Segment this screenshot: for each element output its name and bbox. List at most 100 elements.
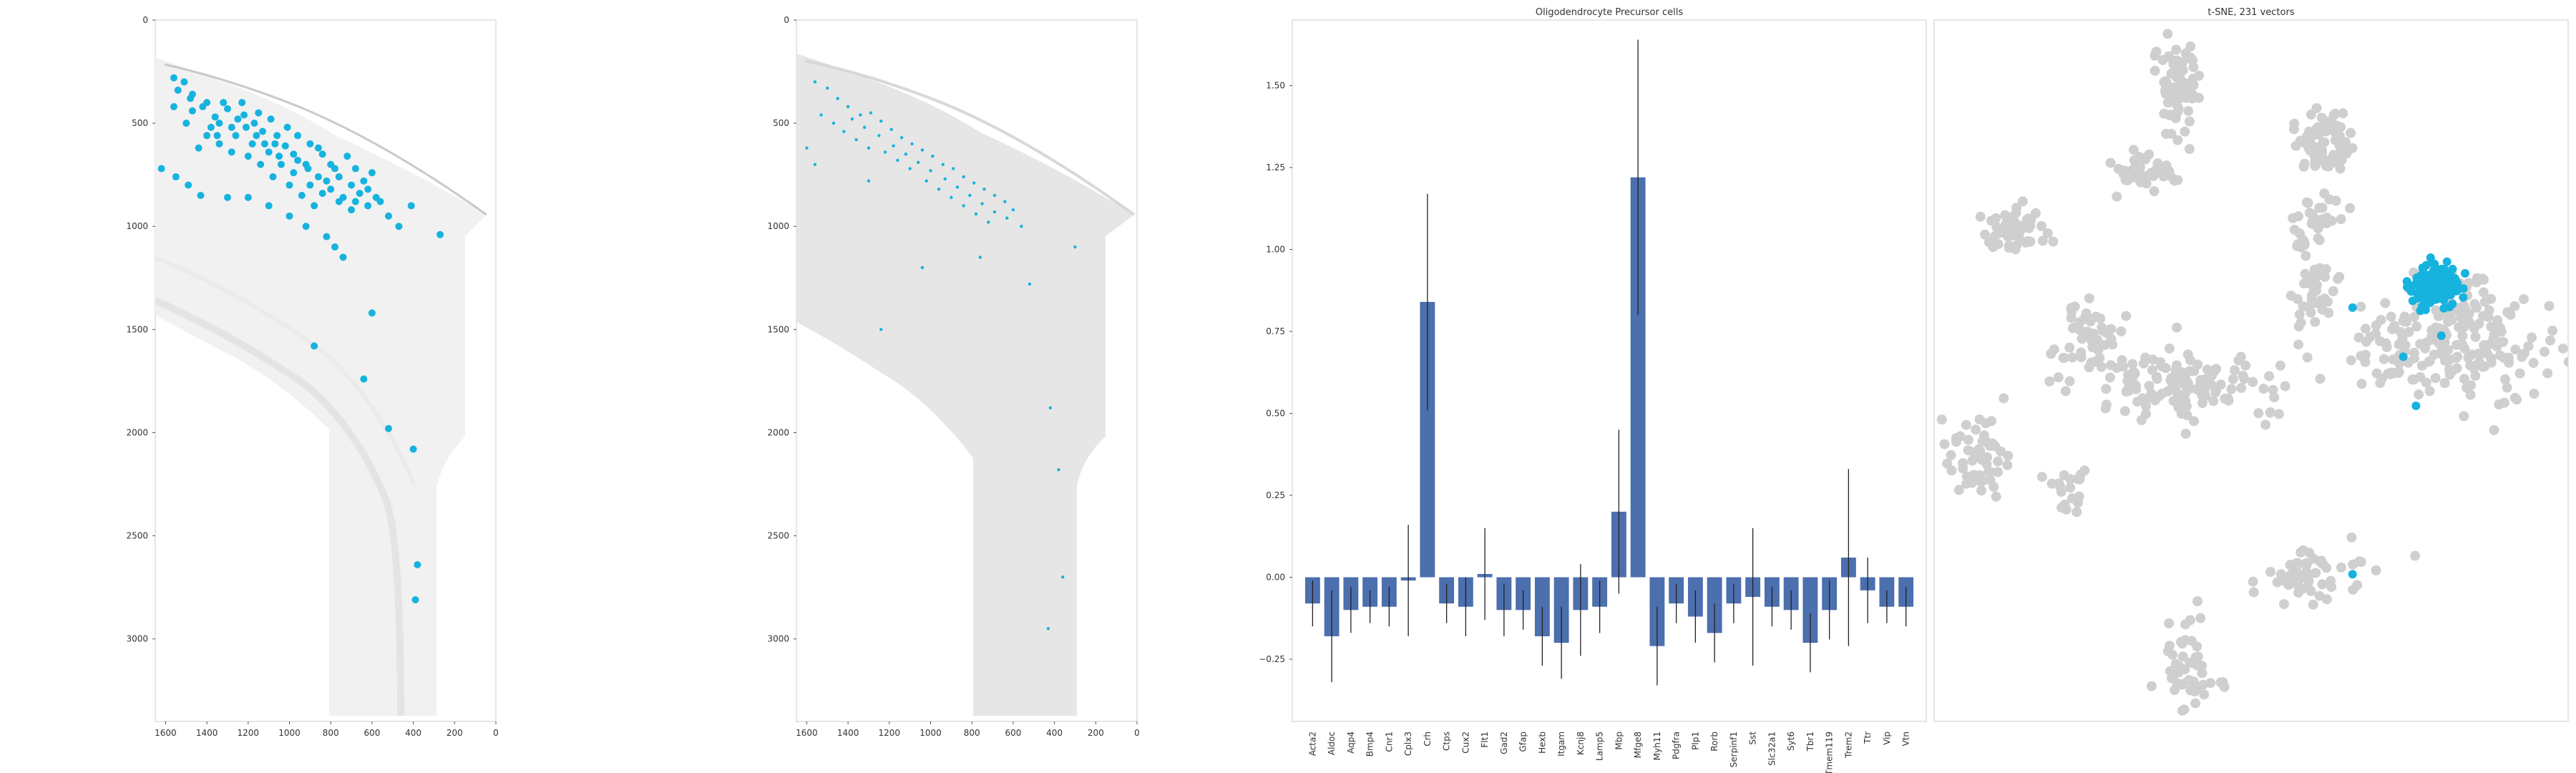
tsne-cell-point [2323,120,2333,130]
spatial-raw-highlight-point [290,150,298,158]
spatial-raw-x-tick-label: 1200 [238,728,260,738]
tsne-cell-point [2310,156,2321,167]
tsne-cell-point [2321,160,2331,171]
spatial-raw-highlight-point [242,123,250,131]
tsne-cell-point [2296,317,2306,328]
tsne-cell-point [2465,389,2476,400]
tsne-cell-point [2346,127,2356,138]
spatial-raw-highlight-point [257,160,265,168]
tsne-cell-point [2104,324,2114,335]
tsne-cell-point [2457,303,2467,314]
spatial-cells-highlight-point [869,111,873,115]
spatial-raw-highlight-point [343,152,351,160]
tsne-cell-point [2136,170,2147,180]
tsne-cell-point [2176,636,2187,647]
spatial-cells-x-tick-label: 600 [1005,728,1021,738]
spatial-cells-highlight-point [992,210,997,214]
bar-chart-x-tick-label: Cux2 [1460,731,1470,754]
bar-chart-bars [1304,39,1914,686]
tsne-cell-point [2489,424,2499,435]
tsne-cell-point [2484,305,2494,316]
tsne-cell-point [2470,371,2481,381]
tsne-cell-point [2336,155,2347,165]
tsne-cell-point [2076,347,2087,358]
bar-chart-x-tick-label: Hexb [1537,731,1547,754]
tsne-cell-point [2492,315,2503,326]
spatial-raw-y-tick-label: 1500 [126,324,148,334]
tsne-cell-point [2153,167,2164,178]
tsne-cell-point [2301,251,2311,261]
tsne-cell-point [2002,460,2013,470]
tsne-cell-point [1982,452,1993,462]
tsne-cell-point [2437,349,2448,360]
tsne-cell-point [2410,550,2421,561]
spatial-cells-x-tick-label: 800 [964,728,980,738]
tsne-cell-point [1990,230,2001,241]
tsne-cell-point [2471,303,2482,313]
spatial-raw-highlight-point [211,113,219,121]
tsne-cell-point [2074,474,2085,485]
tsne-highlight-point [2459,283,2468,293]
tsne-cell-point [2189,686,2200,697]
tsne-cell-point [2057,502,2067,513]
tsne-cell-point [1961,478,1972,489]
spatial-raw-highlight-point [364,202,372,210]
spatial-raw-highlight-point [157,165,165,172]
tsne-cell-point [2017,222,2028,233]
bar-chart-bar [1630,177,1646,578]
spatial-raw-tissue [155,57,487,716]
tsne-cell-point [2170,82,2180,93]
spatial-cells-y-tick-label: 1500 [767,324,789,334]
tsne-cell-point [2386,367,2397,378]
tsne-cell-point [2380,298,2391,308]
bar-chart-frame [1292,19,1927,722]
spatial-cells-highlight-point [920,266,924,270]
tsne-cell-point [2356,301,2366,312]
tsne-cell-point [2371,329,2381,339]
tsne-cell-point [2180,388,2190,399]
tsne-cell-point [2434,323,2445,334]
bar-chart-x-tick-label: Tmem119 [1825,731,1835,773]
tsne-cell-point [2444,310,2454,321]
spatial-cells-highlight-point [1060,575,1065,579]
tsne-cell-point [2208,396,2219,407]
spatial-cells-highlight-point [1057,468,1060,472]
spatial-cells-panel: 1600 1400 1200 1000 800 600 400 200 005001000150… [767,15,1139,738]
spatial-raw-highlight-point [187,94,195,102]
tsne-cell-point [2162,97,2173,108]
spatial-raw-tissue-region [155,57,487,716]
bar-chart-panel: Oligodendrocyte Precursor cells −0.25 0.0… [1259,7,1927,773]
tsne-cell-point [2563,356,2568,367]
spatial-raw-highlight-point [294,132,302,140]
tsne-cell-point [1991,491,2001,502]
tsne-cell-point [2188,80,2199,91]
tsne-cell-point [2306,110,2316,120]
tsne-title: t-SNE, 231 vectors [2207,7,2294,18]
tsne-cell-point [2167,673,2178,684]
spatial-raw-highlight-point [172,173,180,181]
tsne-cell-point [2195,379,2206,389]
spatial-raw-highlight-point [271,140,279,147]
spatial-cells-highlight-point [982,188,986,191]
spatial-raw-highlight-point [311,202,318,210]
spatial-cells-x-tick-label: 1000 [919,728,942,738]
tsne-cell-point [2376,374,2387,384]
tsne-highlight-point [2411,402,2421,410]
spatial-raw-highlight-point [335,173,343,181]
tsne-cell-point [2486,321,2497,332]
spatial-cells-highlight-point [1046,627,1050,631]
tsne-cell-point [2084,293,2094,303]
tsne-cell-point [2042,228,2053,238]
tsne-cell-point [2096,361,2107,372]
bar-chart-x-tick-label: Vip [1882,731,1892,745]
spatial-raw-x-tick-label: 0 [493,728,499,738]
spatial-raw-highlight-point [304,165,312,172]
tsne-highlight-point [2425,298,2434,308]
tsne-cell-point [2523,341,2534,351]
tsne-cell-point [2502,382,2512,393]
tsne-cell-point [2304,208,2315,218]
tsne-cell-point [2323,308,2334,319]
bar-chart-y-tick-label: 1.50 [1266,81,1285,91]
spatial-raw-highlight-point [286,181,293,189]
spatial-raw-highlight-point [170,103,177,111]
